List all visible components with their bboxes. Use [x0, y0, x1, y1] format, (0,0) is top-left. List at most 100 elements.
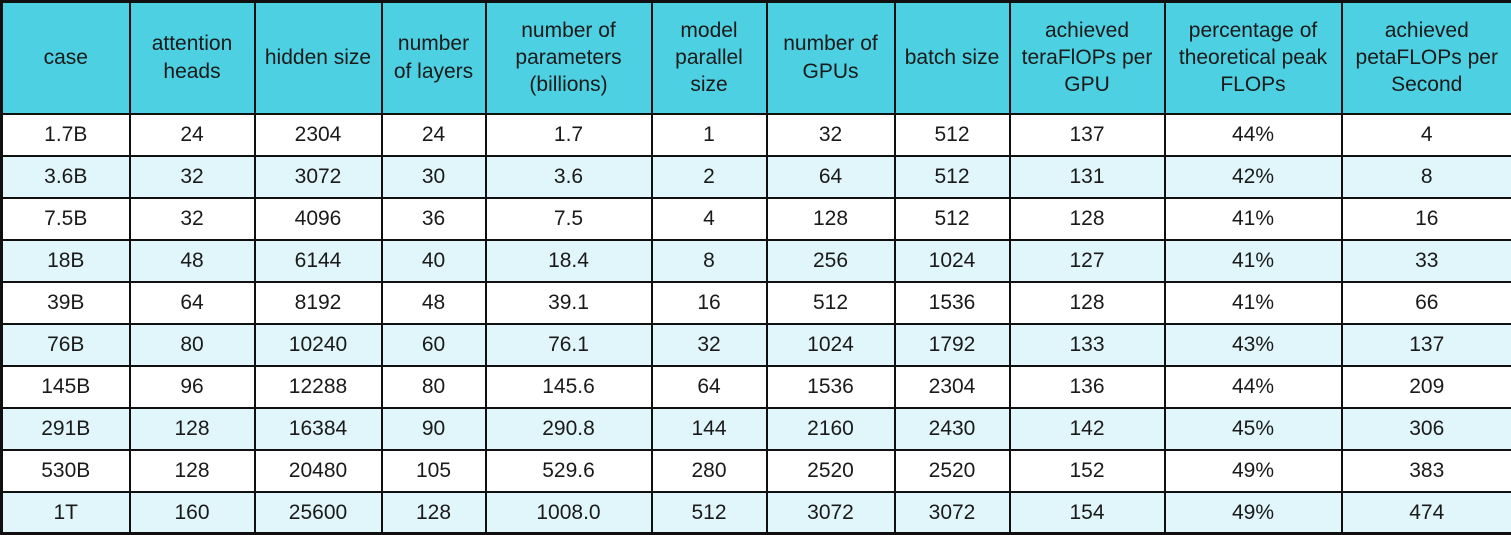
column-header-attention-heads: attention heads — [130, 2, 255, 114]
table-cell: 136 — [1010, 366, 1165, 408]
table-cell: 24 — [130, 114, 255, 156]
table-cell: 16384 — [255, 408, 382, 450]
table-cell: 2304 — [255, 114, 382, 156]
table-cell: 1008.0 — [486, 492, 652, 534]
table-cell: 128 — [130, 450, 255, 492]
table-cell: 1536 — [767, 366, 895, 408]
table-cell: 105 — [382, 450, 486, 492]
table-cell: 32 — [130, 198, 255, 240]
table-cell: 8 — [652, 240, 767, 282]
table-cell: 1T — [2, 492, 130, 534]
table-cell: 529.6 — [486, 450, 652, 492]
table-cell: 24 — [382, 114, 486, 156]
table-cell: 512 — [895, 114, 1010, 156]
table-cell: 45% — [1165, 408, 1342, 450]
table-cell: 2304 — [895, 366, 1010, 408]
table-cell: 39.1 — [486, 282, 652, 324]
table-cell: 90 — [382, 408, 486, 450]
table-cell: 2 — [652, 156, 767, 198]
table-cell: 160 — [130, 492, 255, 534]
table-cell: 32 — [767, 114, 895, 156]
column-header-number-of-parameters-billions: number of parameters (billions) — [486, 2, 652, 114]
table-cell: 474 — [1342, 492, 1511, 534]
table-cell: 2160 — [767, 408, 895, 450]
table-cell: 142 — [1010, 408, 1165, 450]
table-cell: 512 — [652, 492, 767, 534]
table-cell: 44% — [1165, 114, 1342, 156]
table-cell: 16 — [1342, 198, 1511, 240]
table-cell: 383 — [1342, 450, 1511, 492]
table-cell: 6144 — [255, 240, 382, 282]
table-cell: 3072 — [767, 492, 895, 534]
table-cell: 64 — [767, 156, 895, 198]
table-cell: 64 — [130, 282, 255, 324]
table-cell: 137 — [1342, 324, 1511, 366]
table-cell: 128 — [767, 198, 895, 240]
table-cell: 3072 — [895, 492, 1010, 534]
table-cell: 3.6 — [486, 156, 652, 198]
table-cell: 512 — [895, 198, 1010, 240]
table-cell: 1 — [652, 114, 767, 156]
table-cell: 154 — [1010, 492, 1165, 534]
table-cell: 12288 — [255, 366, 382, 408]
table-cell: 7.5 — [486, 198, 652, 240]
table-cell: 209 — [1342, 366, 1511, 408]
table-cell: 41% — [1165, 198, 1342, 240]
table-cell: 4 — [652, 198, 767, 240]
table-cell: 66 — [1342, 282, 1511, 324]
table-cell: 2520 — [895, 450, 1010, 492]
column-header-achieved-petaflops-per-second: achieved petaFLOPs per Second — [1342, 2, 1511, 114]
table-cell: 32 — [652, 324, 767, 366]
column-header-percentage-of-theoretical-peak-flops: percentage of theoretical peak FLOPs — [1165, 2, 1342, 114]
table-cell: 4 — [1342, 114, 1511, 156]
table-cell: 133 — [1010, 324, 1165, 366]
table-cell: 512 — [895, 156, 1010, 198]
table-cell: 128 — [1010, 282, 1165, 324]
column-header-achieved-teraflops-per-gpu: achieved teraFlOPs per GPU — [1010, 2, 1165, 114]
table-cell: 80 — [130, 324, 255, 366]
column-header-model-parallel-size: model parallel size — [652, 2, 767, 114]
table-cell: 2520 — [767, 450, 895, 492]
table-cell: 41% — [1165, 282, 1342, 324]
table-cell: 131 — [1010, 156, 1165, 198]
table-cell: 33 — [1342, 240, 1511, 282]
table-cell: 145.6 — [486, 366, 652, 408]
table-cell: 30 — [382, 156, 486, 198]
column-header-number-of-layers: number of layers — [382, 2, 486, 114]
table-cell: 512 — [767, 282, 895, 324]
column-header-batch-size: batch size — [895, 2, 1010, 114]
table-cell: 1.7 — [486, 114, 652, 156]
table-cell: 4096 — [255, 198, 382, 240]
table-cell: 1792 — [895, 324, 1010, 366]
table-cell: 127 — [1010, 240, 1165, 282]
table-cell: 152 — [1010, 450, 1165, 492]
table-cell: 128 — [130, 408, 255, 450]
table-cell: 96 — [130, 366, 255, 408]
table-cell: 36 — [382, 198, 486, 240]
table-cell: 43% — [1165, 324, 1342, 366]
column-header-case: case — [2, 2, 130, 114]
table-cell: 49% — [1165, 450, 1342, 492]
table-cell: 2430 — [895, 408, 1010, 450]
table-cell: 42% — [1165, 156, 1342, 198]
table-cell: 1024 — [895, 240, 1010, 282]
table-cell: 10240 — [255, 324, 382, 366]
table-cell: 16 — [652, 282, 767, 324]
table-cell: 18.4 — [486, 240, 652, 282]
table-cell: 128 — [382, 492, 486, 534]
table-cell: 80 — [382, 366, 486, 408]
table-cell: 7.5B — [2, 198, 130, 240]
table-cell: 40 — [382, 240, 486, 282]
table-cell: 290.8 — [486, 408, 652, 450]
